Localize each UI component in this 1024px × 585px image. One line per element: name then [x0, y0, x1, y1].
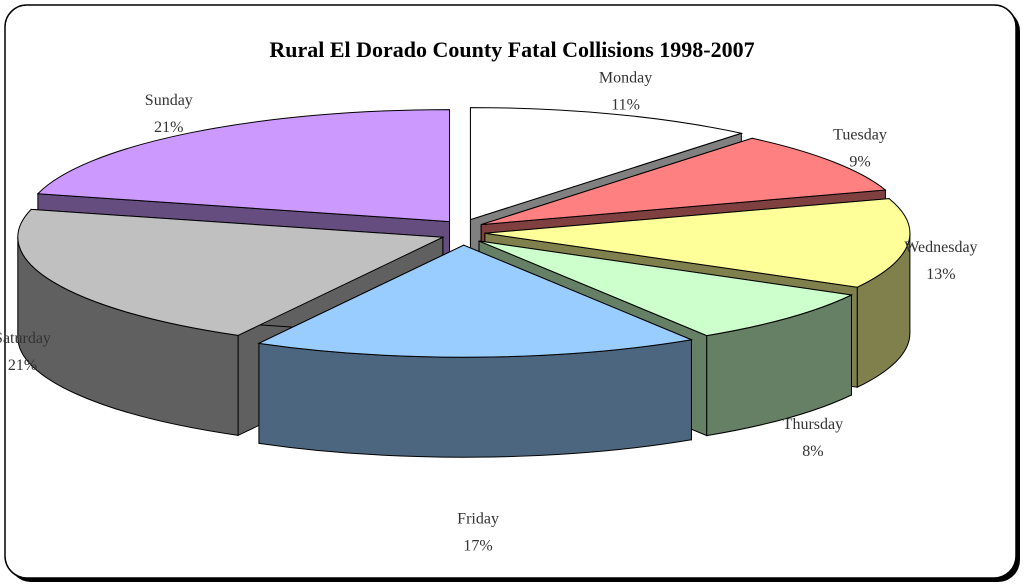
data-label-name: Friday — [457, 511, 499, 528]
slice — [257, 244, 694, 358]
slice — [17, 208, 445, 336]
slice — [481, 137, 887, 226]
data-label-name: Thursday — [783, 416, 843, 433]
data-label: 11% — [611, 97, 640, 114]
data-label-name: Sunday — [145, 92, 193, 109]
data-label: 9% — [849, 153, 870, 170]
data-label-name: Saturday — [0, 330, 51, 347]
data-label: 17% — [463, 538, 492, 555]
data-label-name: Monday — [599, 70, 652, 87]
data-label: 8% — [802, 443, 823, 460]
data-label-name: Wednesday — [904, 239, 977, 256]
data-label: 21% — [8, 357, 37, 374]
pie — [17, 107, 911, 458]
chart-title: Rural El Dorado County Fatal Collisions … — [269, 37, 754, 62]
data-label: 13% — [926, 266, 955, 283]
slice — [36, 109, 451, 223]
slice — [484, 198, 911, 288]
slice — [478, 240, 854, 337]
data-label: 21% — [154, 119, 183, 136]
data-label-name: Tuesday — [833, 126, 887, 143]
slice — [469, 107, 744, 221]
